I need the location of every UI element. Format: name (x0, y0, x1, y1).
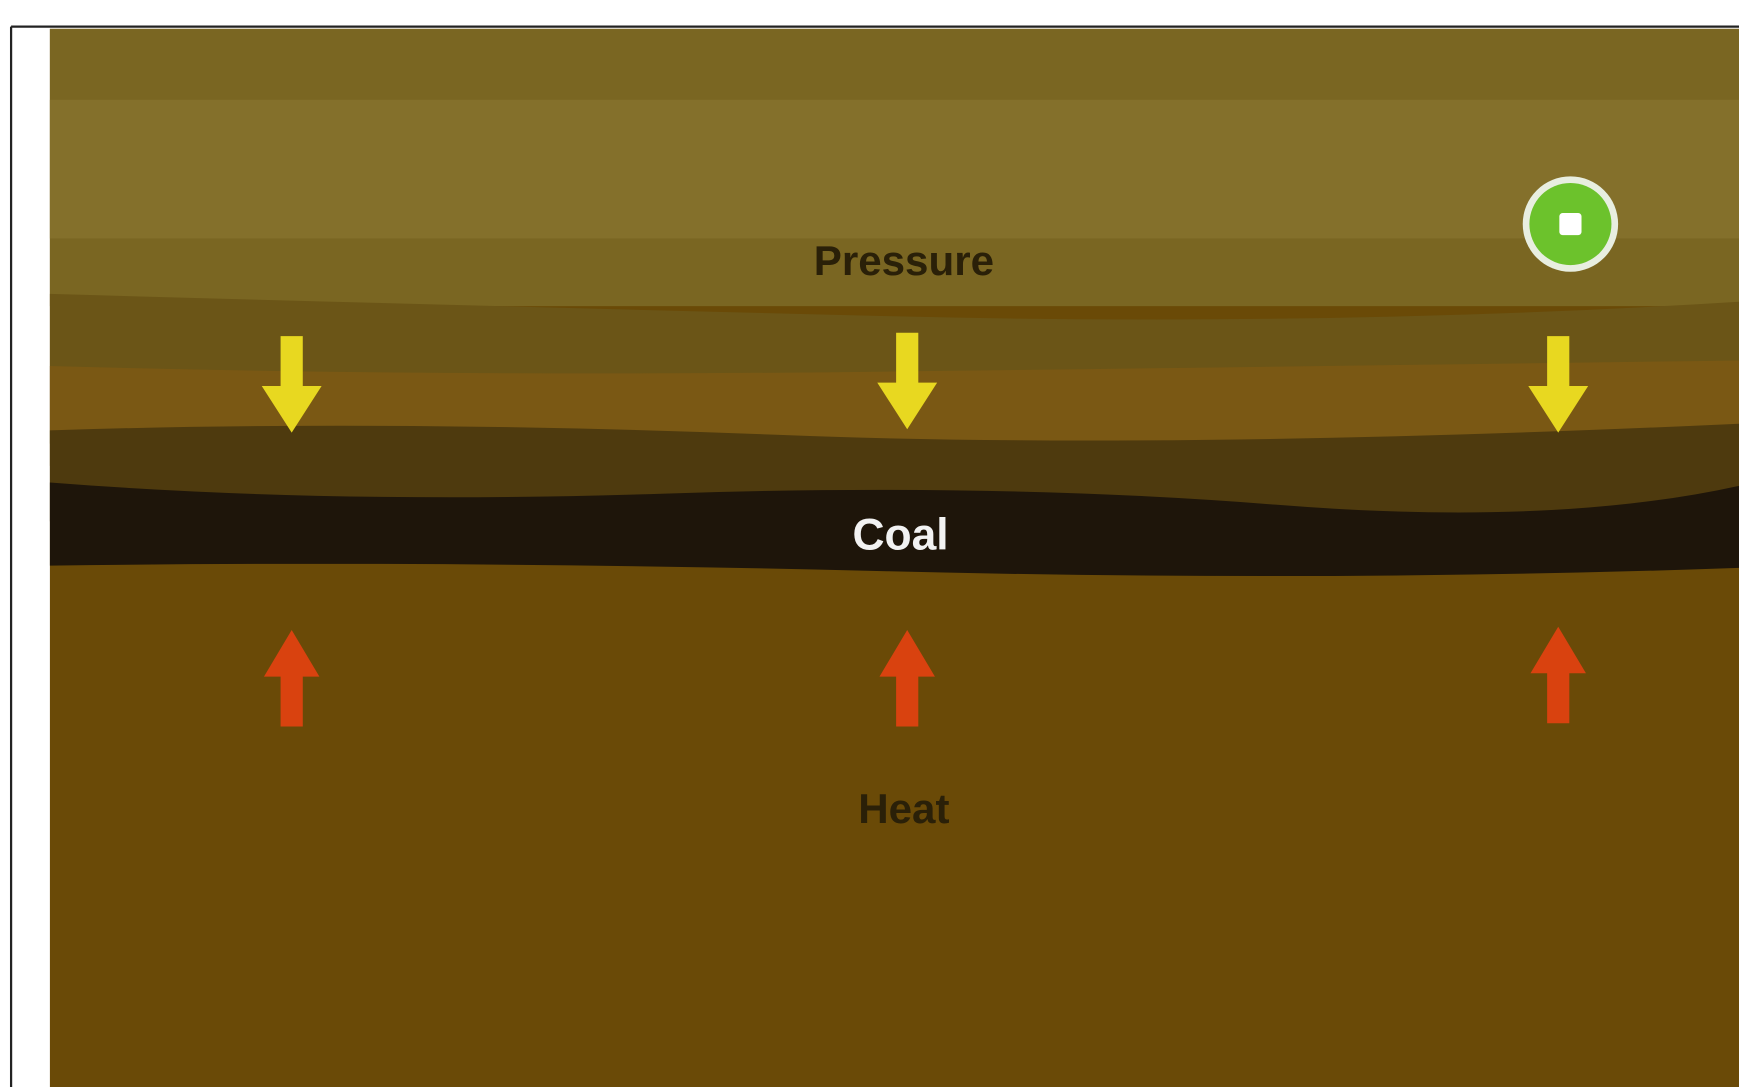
pressure-arrow (877, 332, 938, 430)
stop-icon[interactable] (1559, 212, 1582, 236)
heat-arrows (263, 626, 1586, 727)
pressure-label: Pressure (814, 237, 994, 284)
heat-arrow (879, 630, 935, 727)
coal-label: Coal (852, 511, 948, 560)
dark-layer (49, 423, 1739, 522)
heat-arrow (1530, 626, 1586, 724)
pressure-arrow (1528, 336, 1589, 433)
pressure-arrows (261, 332, 1589, 433)
stop-button[interactable] (1522, 176, 1619, 272)
coal-seam (49, 482, 1739, 577)
heat-arrow (263, 630, 320, 727)
light-layer (49, 99, 1739, 239)
video-frame: Pressure Coal Heat (49, 28, 1739, 1087)
pressure-arrow (261, 336, 322, 433)
heat-label: Heat (858, 785, 949, 832)
